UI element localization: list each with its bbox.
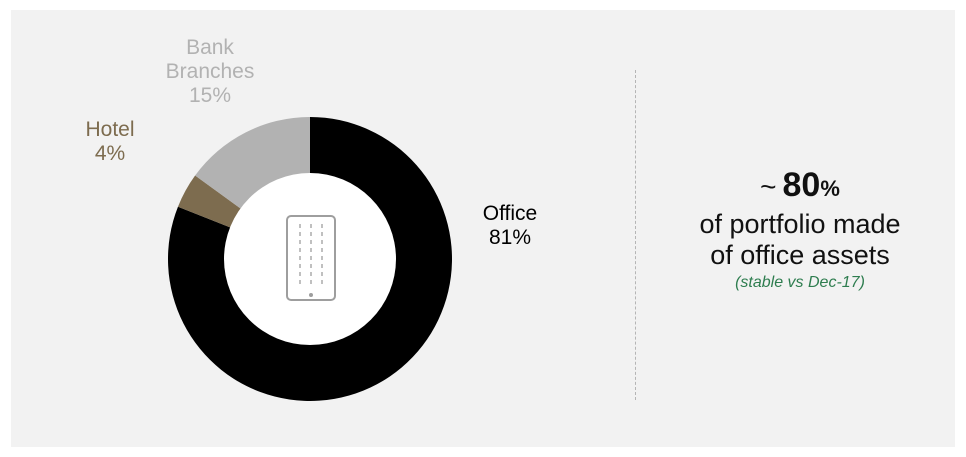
office-name: Office [482, 202, 538, 225]
summary-block: ~80% of portfolio made of office assets … [660, 165, 940, 293]
hotel-name: Hotel [85, 118, 135, 141]
summary-headline: ~80% [660, 165, 940, 209]
hotel-label: Hotel 4% [70, 118, 150, 166]
summary-note: (stable vs Dec-17) [735, 274, 865, 291]
bank-branches-label: Bank Branches 15% [160, 36, 260, 108]
office-value: 81% [488, 226, 532, 249]
summary-value: 80 [782, 166, 821, 204]
bank-branches-name-line1: Bank [186, 36, 234, 59]
approx-symbol: ~ [760, 171, 777, 202]
hotel-value: 4% [94, 142, 126, 165]
office-label: Office 81% [460, 202, 560, 250]
dashed-divider [635, 70, 636, 400]
chart-panel [11, 10, 955, 447]
donut-hole [224, 173, 396, 345]
bank-branches-name-line2: Branches [165, 60, 255, 83]
summary-unit: % [820, 176, 840, 201]
summary-line-2: of office assets [710, 240, 890, 270]
office-building-icon [286, 215, 336, 301]
summary-line-1: of portfolio made [699, 209, 901, 239]
bank-branches-value: 15% [188, 84, 232, 107]
